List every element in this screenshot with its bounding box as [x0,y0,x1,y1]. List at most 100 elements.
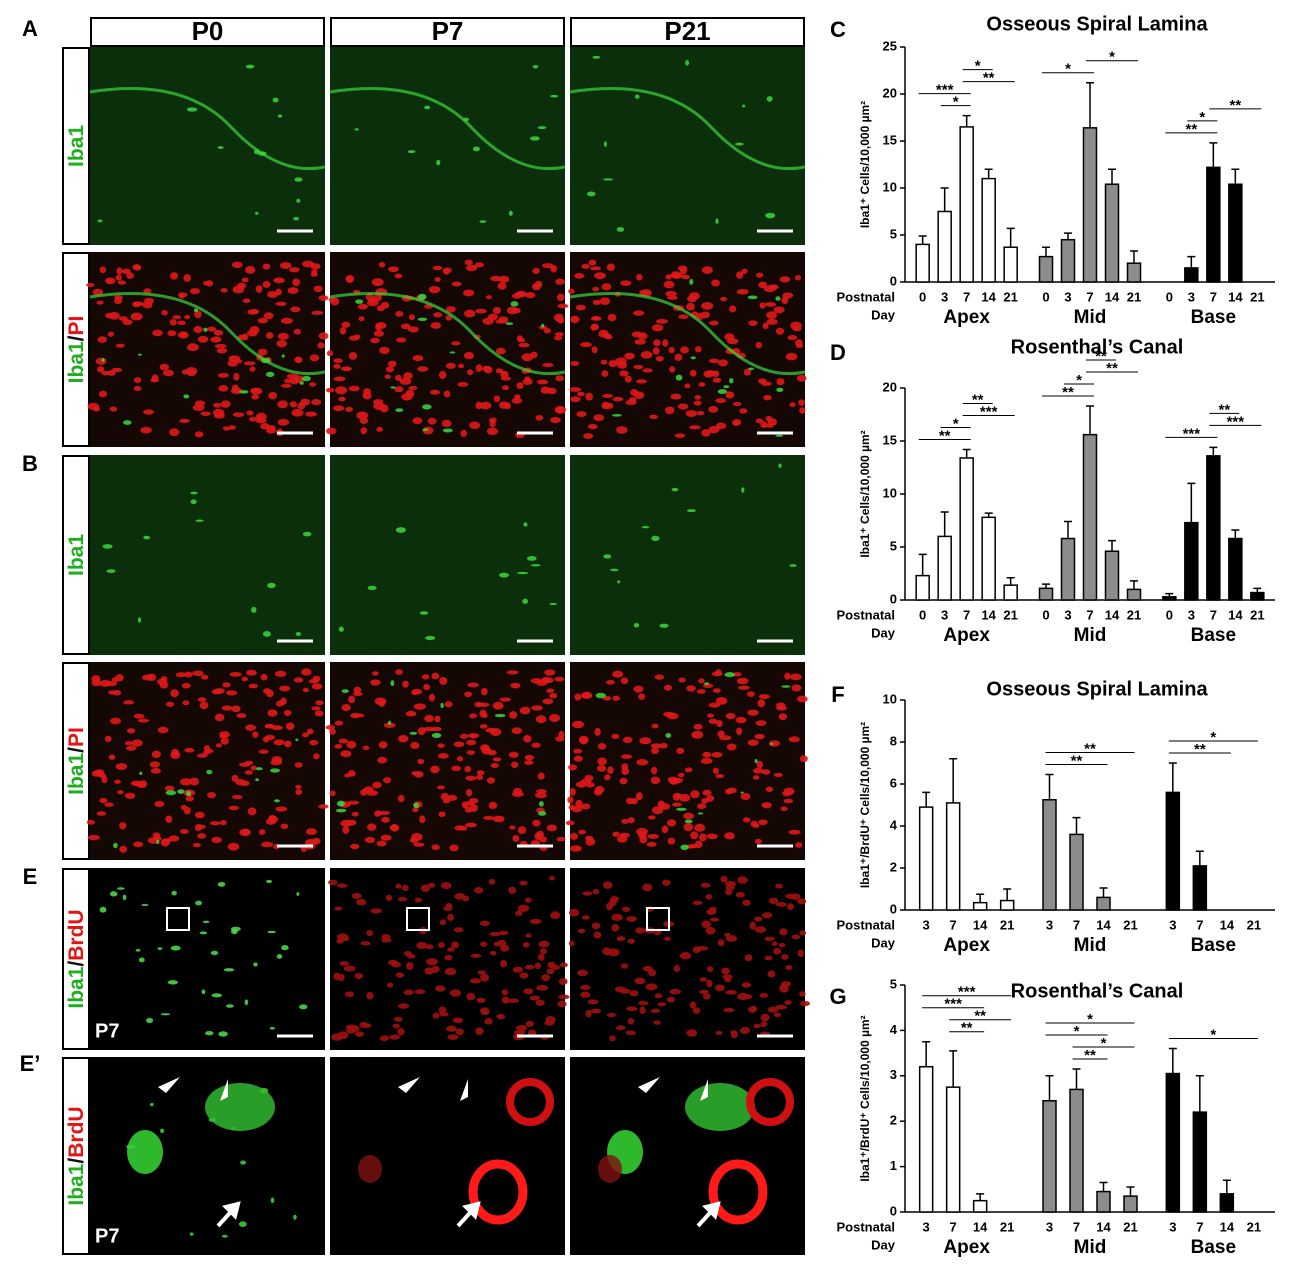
nucleus [509,711,518,719]
nucleus [335,386,348,395]
nucleus [291,408,304,417]
nucleus [667,295,678,300]
error-bar [918,235,927,245]
nucleus [531,705,543,711]
nucleus [423,684,431,691]
nucleus [475,401,483,410]
nucleus [109,406,118,412]
nucleus [722,974,733,980]
nucleus [569,788,576,796]
nucleus [648,969,657,977]
nucleus [715,696,728,705]
nucleus [169,428,180,437]
microglia [442,428,453,433]
nucleus [449,844,459,852]
nucleus [189,288,200,295]
microglia [199,931,208,935]
x-tick-label: 7 [1210,289,1217,304]
nucleus [311,706,321,711]
nucleus [463,352,474,360]
nucleus [689,292,700,300]
nucleus [333,358,343,364]
nucleus [370,337,380,344]
microglia [171,890,177,896]
column-header-box [90,17,325,47]
nucleus [622,906,631,913]
microglia [293,1214,297,1220]
microglia [274,799,280,803]
nucleus [290,306,301,313]
x-tick-label: 0 [919,289,926,304]
nucleus [636,273,643,281]
nucleus [475,1027,484,1035]
nucleus [573,748,583,754]
nucleus [339,961,350,966]
bar [918,1065,934,1213]
nucleus [638,693,646,700]
nucleus [492,815,505,823]
x-tick-label: 21 [1003,289,1017,304]
nucleus [524,897,532,903]
nucleus [512,966,524,973]
x-tick-label: 0 [1042,607,1049,622]
nucleus [203,749,210,756]
nucleus [711,279,721,287]
nucleus [535,415,544,421]
microglia [189,1232,194,1236]
nucleus [275,806,288,812]
nucleus [98,390,108,398]
nucleus [274,670,287,677]
nucleus [651,747,659,755]
microglia [390,386,396,389]
nucleus [665,274,672,280]
error-bar [962,448,971,458]
nucleus [611,923,620,932]
significance-label: * [975,58,981,75]
nucleus [279,262,292,270]
nucleus [787,903,794,911]
nucleus [249,366,256,372]
nucleus [755,342,763,349]
microglia [463,117,469,122]
y-tick-label: 8 [890,733,897,748]
microglia [729,377,734,384]
nucleus [765,786,774,792]
x-tick-label: 3 [1064,289,1071,304]
nucleus [762,322,769,330]
nucleus [708,406,719,413]
nucleus [252,731,259,738]
microglia [141,903,149,906]
nucleus [479,920,490,927]
nucleus [624,375,632,383]
nucleus [395,669,403,675]
nucleus [359,1021,369,1029]
microglia [150,1102,154,1107]
nucleus [372,671,379,676]
nucleus [218,385,229,392]
nucleus [131,739,143,747]
nucleus [348,695,356,704]
nucleus [584,835,594,841]
significance-label: *** [944,996,962,1013]
nucleus [345,406,354,412]
nucleus [521,353,534,362]
nucleus [115,343,125,348]
significance-label: ** [1084,1047,1096,1064]
nucleus [170,689,179,698]
tissue-edge [329,87,566,171]
tissue-edge [89,87,326,171]
microglia [419,611,429,615]
nucleus [698,678,705,684]
nucleus [529,918,542,925]
nucleus [787,335,798,341]
nucleus [799,930,807,936]
nucleus [708,718,718,724]
nucleus [445,362,456,369]
nucleus [692,900,703,906]
x-axis-label: Day [871,625,896,640]
nucleus [576,391,585,397]
nucleus [779,928,788,936]
microglia [201,989,206,995]
microglia [395,527,406,533]
nucleus [184,315,191,320]
